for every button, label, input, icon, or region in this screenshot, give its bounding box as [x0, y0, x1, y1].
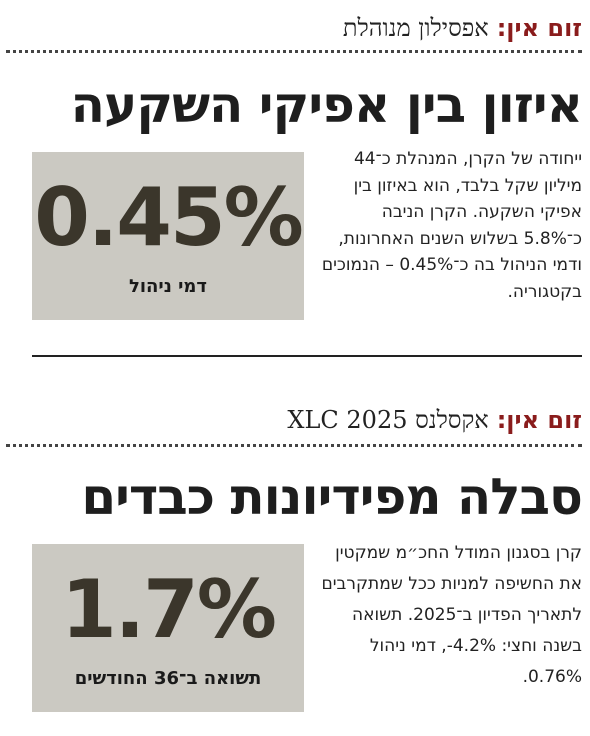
headline: סבלה מפידיונות כבדים [81, 468, 583, 526]
stat-box: 1.7% תשואה ב־36 החודשים [32, 544, 304, 712]
dotted-divider [6, 444, 582, 447]
stat-value: 1.7% [61, 563, 277, 656]
stat-label: דמי ניהול [128, 276, 208, 297]
headline: איזון בין אפיקי השקעה [70, 76, 583, 134]
zoom-in-label: זום אין: [496, 14, 582, 42]
stat-label: תשואה ב־36 החודשים [74, 668, 262, 689]
fund-name: אקסלנס XLC 2025 [287, 405, 489, 434]
zoom-in-label: זום אין: [496, 406, 582, 434]
zoom-in-tagline: זום אין: אפסילון מנוהלת [343, 10, 582, 46]
zoom-in-tagline: זום אין: אקסלנס XLC 2025 [287, 402, 582, 438]
fund-name: אפסילון מנוהלת [342, 13, 489, 42]
section-separator [32, 355, 582, 357]
body-text: ייחודה של הקרן, המנהלת כ־44 מיליון שקל ב… [321, 149, 582, 302]
dotted-divider [6, 50, 582, 53]
stat-value: 0.45% [34, 171, 304, 264]
fund-card-2: זום אין: אקסלנס XLC 2025 סבלה מפידיונות … [0, 398, 590, 736]
fund-card-1: זום אין: אפסילון מנוהלת איזון בין אפיקי … [0, 0, 590, 340]
body-text: קרן בסגנון המודל החכ״מ שמקטין את החשיפה … [321, 543, 582, 687]
stat-box: 0.45% דמי ניהול [32, 152, 304, 320]
